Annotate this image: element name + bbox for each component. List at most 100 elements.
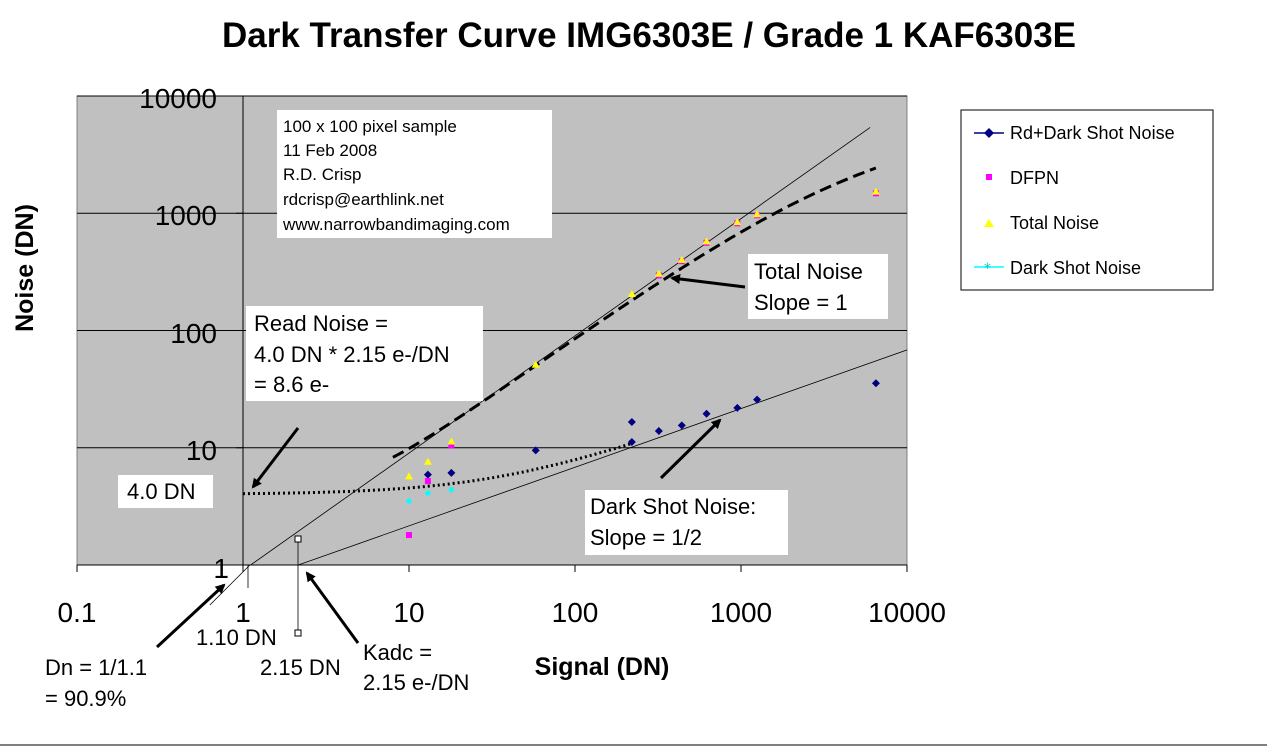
total-noise-point <box>447 437 456 445</box>
total-noise-point <box>733 218 742 226</box>
legend: Rd+Dark Shot Noise DFPN Total Noise * Da… <box>960 109 1214 291</box>
dn-arrow <box>155 583 226 649</box>
diamond-icon <box>984 128 994 138</box>
legend-label: Rd+Dark Shot Noise <box>1010 123 1175 143</box>
kadc-marker-bottom <box>294 629 302 637</box>
star-icon: * <box>984 261 991 277</box>
rd-dark-shot-noise-point <box>627 417 636 426</box>
legend-label: Total Noise <box>1010 213 1099 233</box>
info-line: rdcrisp@earthlink.net <box>283 190 444 209</box>
rd-dark-shot-noise-point <box>627 437 636 446</box>
read-noise-line: Read Noise = <box>254 311 388 336</box>
info-box-background <box>277 110 552 238</box>
rd-dark-shot-noise-point <box>531 446 540 455</box>
total-noise-arrow <box>670 274 746 289</box>
x-tick-label: 1000 <box>710 597 772 628</box>
slope1-extension <box>209 564 251 606</box>
chart-title: Dark Transfer Curve IMG6303E / Grade 1 K… <box>222 16 1076 55</box>
total-noise-fit-curve <box>392 166 877 459</box>
total-noise-line: Total Noise <box>754 259 863 284</box>
dn-label-line: Dn = 1/1.1 <box>45 655 147 680</box>
legend-box <box>960 109 1214 291</box>
total-noise-point <box>871 187 880 195</box>
rd-dark-shot-noise-point <box>677 421 686 430</box>
total-noise-line: Slope = 1 <box>754 290 848 315</box>
kadc-marker-top <box>294 535 302 543</box>
read-noise-line: = 8.6 e- <box>254 372 329 397</box>
dark-shot-noise-point <box>424 490 431 497</box>
kadc-line: Kadc = <box>363 640 432 665</box>
rd-dark-shot-noise-point <box>871 379 880 388</box>
dark-shot-noise-arrow <box>659 418 722 480</box>
x-tick-label: 10 <box>393 597 424 628</box>
x-tick-label: 100 <box>552 597 599 628</box>
info-line: 11 Feb 2008 <box>283 141 377 160</box>
dark-shot-noise-callout: Dark Shot Noise: Slope = 1/2 <box>585 490 788 555</box>
x-intercept-label: 2.15 DN <box>260 655 341 680</box>
total-noise-box <box>748 254 888 319</box>
dfpn-point <box>406 532 412 539</box>
read-noise-box <box>246 306 483 401</box>
dark-shot-noise-slope-line <box>298 349 907 565</box>
x-tick-label: 1 <box>235 597 251 628</box>
info-line: www.narrowbandimaging.com <box>282 215 510 234</box>
x-tick-labels: 0.1 1 10 100 1000 10000 <box>58 597 946 628</box>
y-tick-label: 10 <box>186 435 217 466</box>
legend-label: Dark Shot Noise <box>1010 258 1141 278</box>
y-tick-labels: 1 10 100 1000 10000 <box>139 83 229 584</box>
x-axis-title: Signal (DN) <box>535 653 670 681</box>
y-tick-label: 1 <box>213 553 229 584</box>
legend-item-dark-shot: * Dark Shot Noise <box>974 258 1141 278</box>
x-tick-label: 0.1 <box>58 597 97 628</box>
callout-arrows <box>155 274 746 649</box>
kadc-line: 2.15 e-/DN <box>363 670 469 695</box>
read-noise-line: 4.0 DN * 2.15 e-/DN <box>254 342 450 367</box>
read-noise-callout: Read Noise = 4.0 DN * 2.15 e-/DN = 8.6 e… <box>246 306 483 401</box>
legend-item-rd-dark: Rd+Dark Shot Noise <box>974 123 1175 143</box>
data-markers <box>405 187 880 539</box>
info-box: 100 x 100 pixel sample 11 Feb 2008 R.D. … <box>277 110 552 238</box>
total-noise-callout: Total Noise Slope = 1 <box>748 254 888 319</box>
dark-shot-noise-line: Slope = 1/2 <box>590 525 702 550</box>
dark-shot-noise-point <box>448 486 455 493</box>
dark-shot-noise-box <box>585 490 788 555</box>
info-line: R.D. Crisp <box>283 165 361 184</box>
rd-dark-shot-noise-point <box>447 468 456 477</box>
total-noise-point <box>423 457 432 465</box>
total-noise-point <box>702 237 711 245</box>
y-axis-title: Noise (DN) <box>11 204 39 332</box>
rd-dark-shot-noise-point <box>654 426 663 435</box>
total-noise-point <box>531 360 540 368</box>
y-tick-label: 10000 <box>139 83 217 114</box>
rd-dark-shot-noise-point <box>733 403 742 412</box>
rd-dark-shot-noise-point <box>753 395 762 404</box>
total-noise-point <box>677 255 686 263</box>
dfpn-point <box>448 442 455 449</box>
dark-shot-noise-point <box>406 498 412 505</box>
square-icon <box>986 174 992 180</box>
total-noise-point <box>627 289 636 297</box>
dark-shot-noise-line: Dark Shot Noise: <box>590 494 756 519</box>
read-noise-value-callout: 4.0 DN <box>118 475 213 508</box>
read-noise-value-box <box>118 475 213 508</box>
info-line: 100 x 100 pixel sample <box>283 117 457 136</box>
total-noise-point <box>405 472 413 480</box>
legend-label: DFPN <box>1010 168 1059 188</box>
x-tick-label: 10000 <box>868 597 946 628</box>
dn-label-line: = 90.9% <box>45 686 126 711</box>
y-tick-label: 100 <box>170 318 217 349</box>
rd-dark-shot-noise-point <box>423 470 432 479</box>
total-noise-point <box>654 269 663 277</box>
kadc-marker <box>294 535 302 637</box>
y-tick-label: 1000 <box>155 200 217 231</box>
triangle-icon <box>984 219 994 227</box>
tick-marks <box>76 95 908 572</box>
dfpn-point <box>424 478 431 485</box>
total-noise-point <box>753 210 762 218</box>
legend-item-dfpn: DFPN <box>986 168 1059 188</box>
x-intercept-label: 1.10 DN <box>196 625 277 650</box>
legend-item-total: Total Noise <box>984 213 1099 233</box>
read-noise-arrow <box>251 427 300 489</box>
read-noise-value: 4.0 DN <box>127 479 195 504</box>
